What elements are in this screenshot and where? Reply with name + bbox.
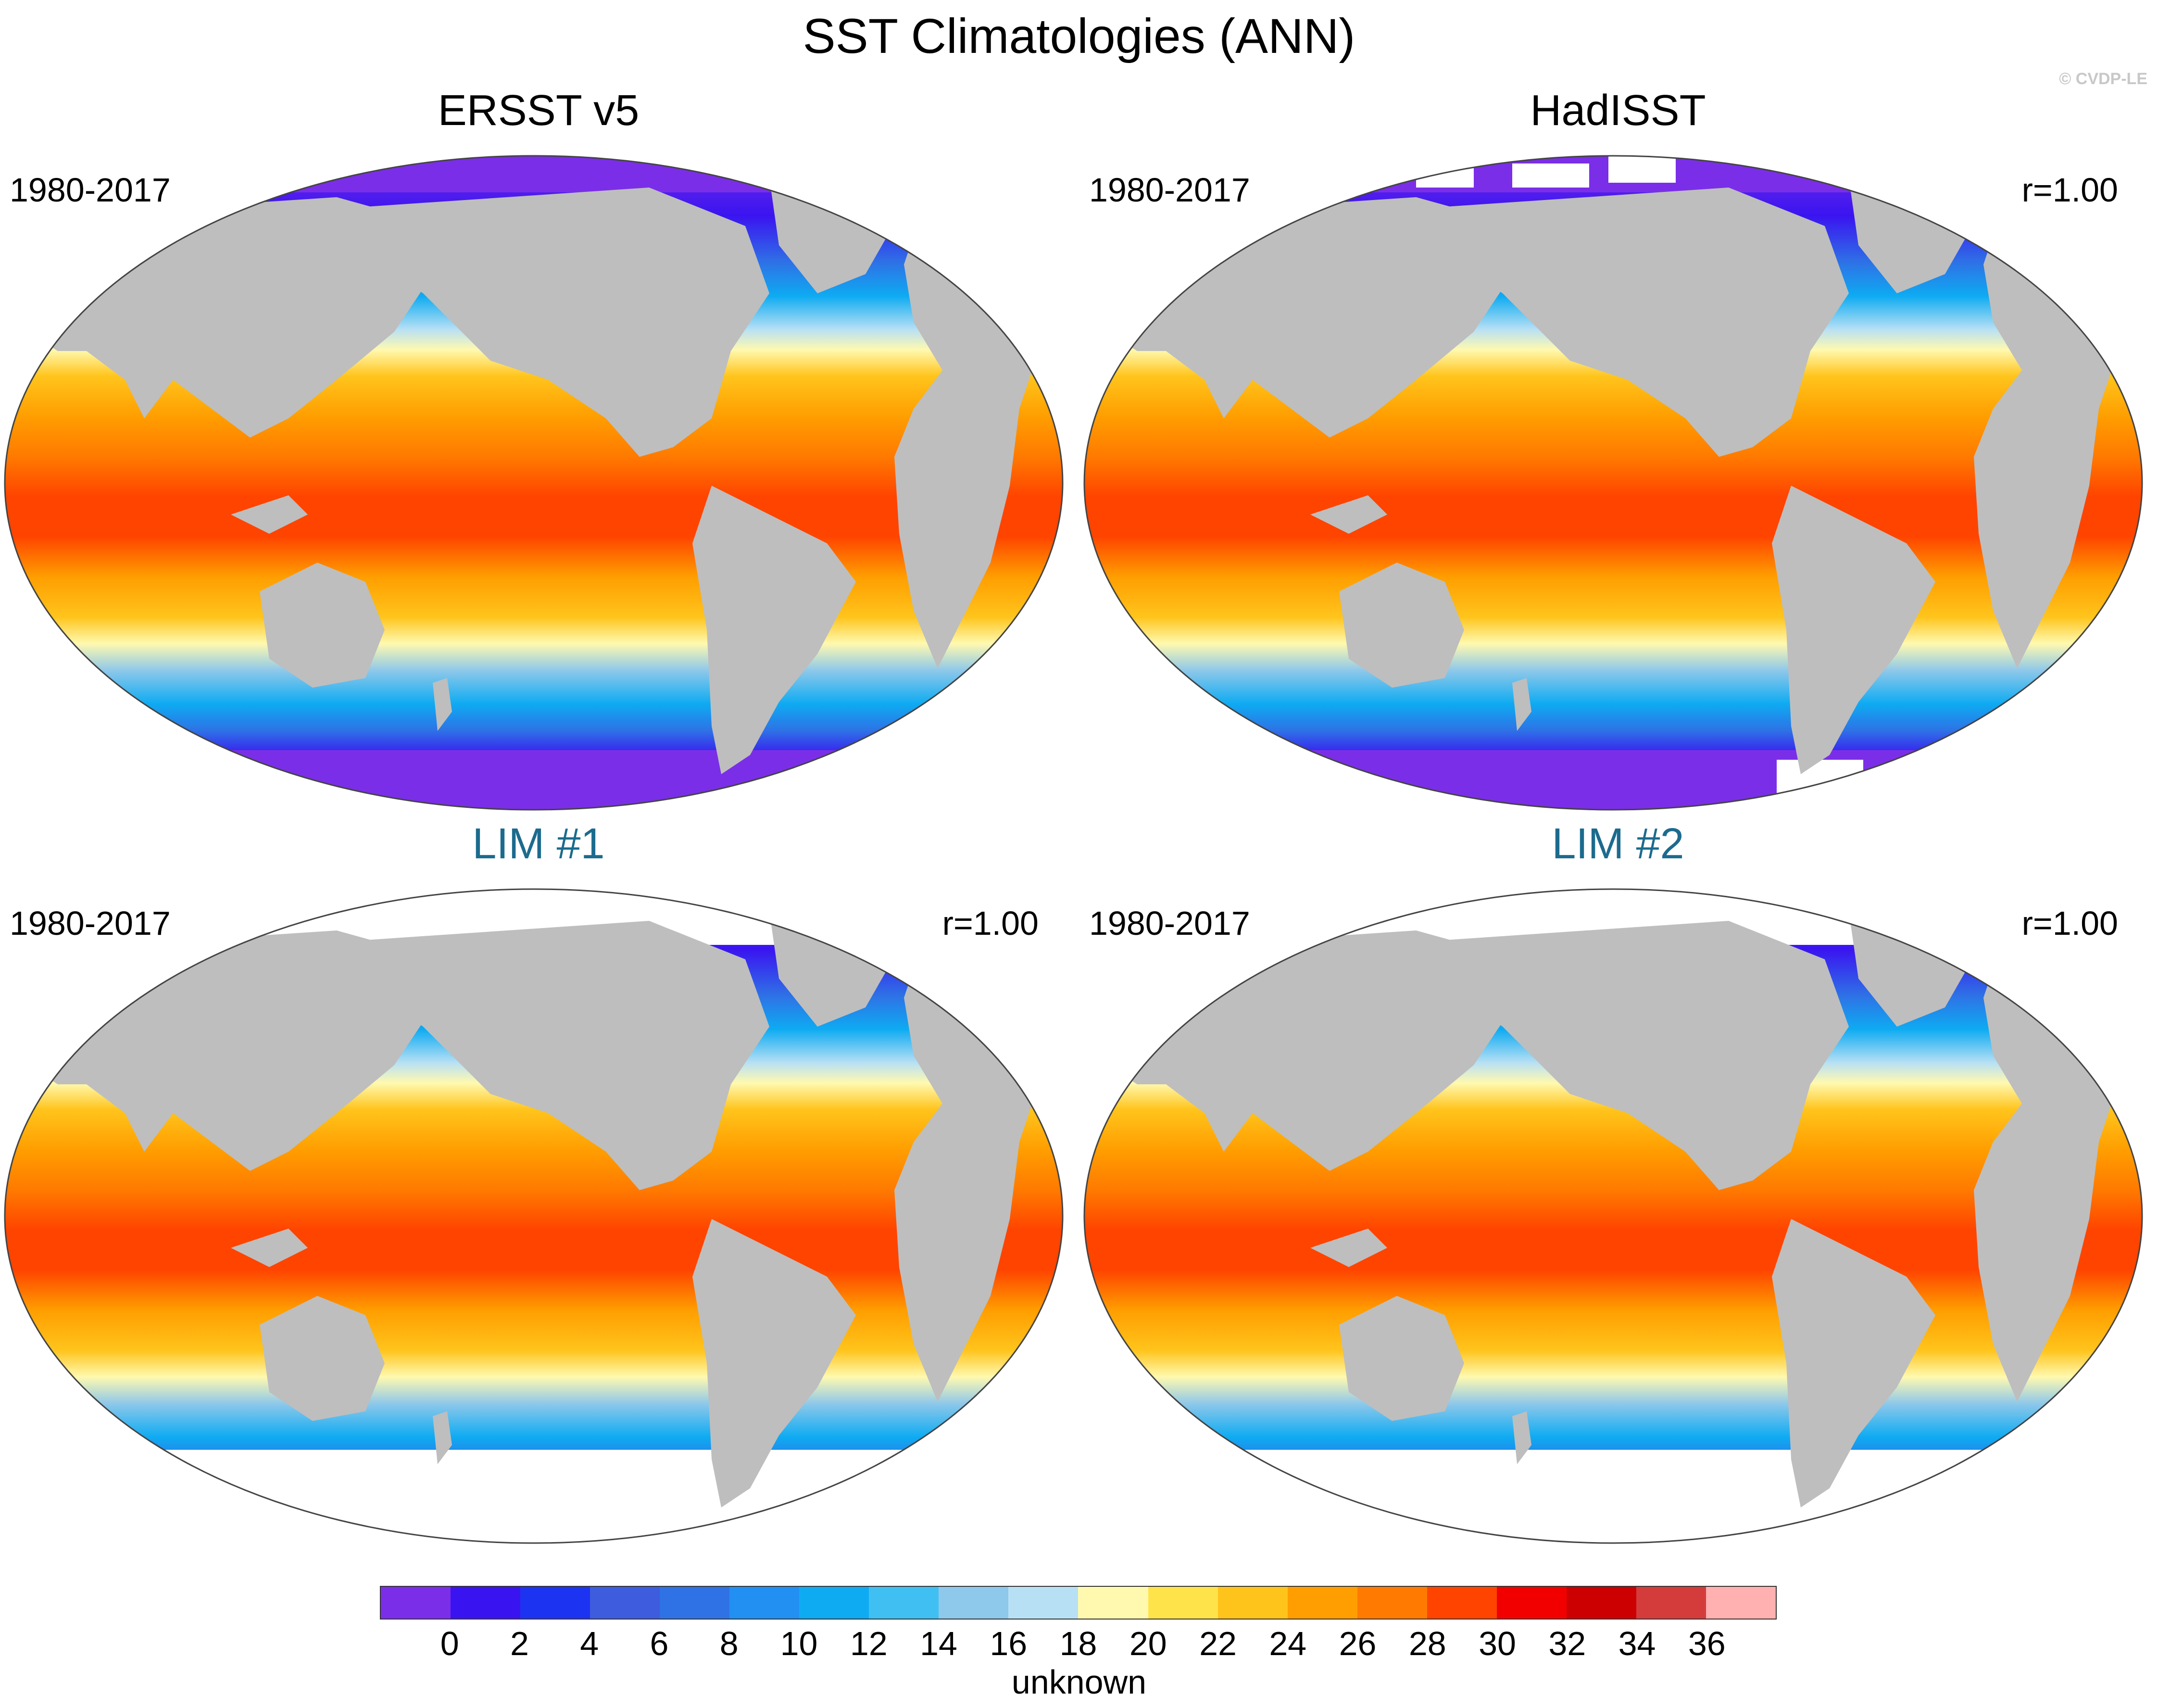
colorbar [380, 1586, 1777, 1620]
colorbar-tick-label: 0 [440, 1625, 459, 1662]
colorbar-box [1008, 1587, 1079, 1619]
colorbar-box [1496, 1587, 1567, 1619]
colorbar-labels: 0 2 4 6 8 10 12 14 16 18 20 22 24 26 28 30 32 34 36 [380, 1624, 1777, 1668]
colorbar-box [381, 1587, 451, 1619]
colorbar-box [660, 1587, 730, 1619]
colorbar-box [590, 1587, 660, 1619]
colorbar-tick-label: 12 [850, 1625, 888, 1662]
period-label: 1980-2017 [1089, 904, 1250, 942]
correlation-label: r=1.00 [2021, 171, 2118, 209]
sst-map [4, 888, 1064, 1544]
colorbar-tick-label: 30 [1479, 1625, 1516, 1662]
sst-map [1083, 888, 2143, 1544]
panel-title: LIM #2 [1552, 820, 1684, 868]
correlation-label: r=1.00 [942, 904, 1039, 942]
colorbar-box [1357, 1587, 1427, 1619]
period-label: 1980-2017 [10, 171, 171, 209]
panel-title: LIM #1 [472, 820, 605, 868]
main-title: SST Climatologies (ANN) [803, 9, 1355, 63]
colorbar-box [1217, 1587, 1288, 1619]
colorbar-box [1706, 1587, 1776, 1619]
colorbar-box [1148, 1587, 1218, 1619]
colorbar-tick-label: 36 [1688, 1625, 1726, 1662]
colorbar-box [799, 1587, 869, 1619]
colorbar-tick-label: 6 [650, 1625, 669, 1662]
panel-title: HadISST [1530, 87, 1706, 135]
colorbar-tick-label: 34 [1618, 1625, 1656, 1662]
colorbar-tick-label: 26 [1339, 1625, 1377, 1662]
colorbar-tick-label: 10 [780, 1625, 818, 1662]
colorbar-box [1636, 1587, 1706, 1619]
colorbar-tick-label: 18 [1059, 1625, 1097, 1662]
colorbar-tick-label: 24 [1269, 1625, 1307, 1662]
sst-map [1083, 155, 2143, 811]
colorbar-box [939, 1587, 1009, 1619]
colorbar-tick-label: 20 [1129, 1625, 1167, 1662]
colorbar-box [1566, 1587, 1636, 1619]
colorbar-tick-label: 4 [580, 1625, 599, 1662]
period-label: 1980-2017 [10, 904, 171, 942]
colorbar-box [869, 1587, 939, 1619]
watermark: © CVDP-LE [2059, 70, 2147, 88]
colorbar-tick-label: 8 [719, 1625, 739, 1662]
colorbar-tick-label: 14 [920, 1625, 957, 1662]
colorbar-tick-label: 32 [1548, 1625, 1586, 1662]
panel-lim1: LIM #1 1980-2017 r=1.00 [0, 815, 1077, 1556]
colorbar-box [451, 1587, 521, 1619]
colorbar-box [729, 1587, 800, 1619]
colorbar-tick-label: 28 [1408, 1625, 1446, 1662]
colorbar-box [1287, 1587, 1357, 1619]
panel-hadisst: HadISST 1980-2017 r=1.00 [1079, 82, 2157, 822]
colorbar-tick-label: 16 [990, 1625, 1028, 1662]
colorbar-tick-label: 22 [1199, 1625, 1237, 1662]
sst-map [4, 155, 1064, 811]
colorbar-box [1427, 1587, 1497, 1619]
panel-lim2: LIM #2 1980-2017 r=1.00 [1079, 815, 2157, 1556]
colorbar-tick-label: 2 [510, 1625, 529, 1662]
colorbar-box [520, 1587, 590, 1619]
period-label: 1980-2017 [1089, 171, 1250, 209]
panel-ersst: ERSST v5 1980-2017 [0, 82, 1077, 822]
panel-title: ERSST v5 [438, 87, 640, 135]
colorbar-units: unknown [1011, 1663, 1147, 1701]
correlation-label: r=1.00 [2021, 904, 2118, 942]
colorbar-box [1078, 1587, 1148, 1619]
